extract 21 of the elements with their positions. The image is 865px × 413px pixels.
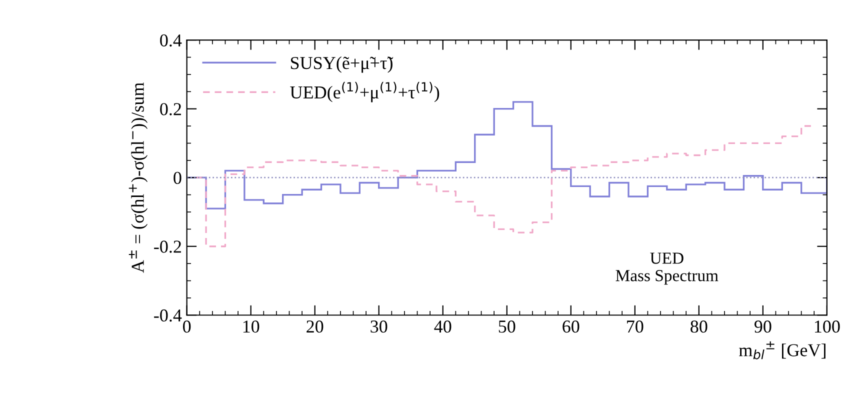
x-tick-label: 0 [183, 320, 191, 333]
y-tick-label: 0 [174, 172, 182, 184]
legend-label: UED(e$^{(1)}$+μ$^{(1)}$+τ$^{(1)}$) [290, 82, 440, 102]
x-tick-label: 50 [498, 320, 516, 333]
x-tick-label: 80 [690, 320, 708, 333]
y-tick-label: -0.2 [154, 240, 181, 253]
y-axis-title: A$^{±}$ = (σ(hl$^{+}$)-σ(hl$^{−}$))/sum [128, 82, 148, 273]
legend-label: SUSY(ẽ+μ̃+τ̃) [290, 56, 394, 73]
x-tick-label: 30 [370, 320, 388, 333]
annotation: UED Mass Spectrum [616, 252, 718, 285]
x-tick-label: 70 [627, 320, 644, 333]
x-tick-label: 60 [562, 320, 580, 333]
x-axis-title: m$_{bl}$$^{±}$ [GeV] [739, 341, 826, 360]
x-tick-label: 90 [754, 320, 772, 333]
y-tick-label: -0.4 [154, 309, 182, 322]
y-tick-label: 0.4 [160, 34, 182, 47]
x-tick-label: 10 [243, 320, 260, 333]
x-tick-label: 40 [434, 320, 452, 333]
x-tick-label: 20 [306, 320, 324, 333]
y-tick-label: 0.2 [160, 103, 181, 116]
x-tick-label: 100 [814, 320, 840, 333]
